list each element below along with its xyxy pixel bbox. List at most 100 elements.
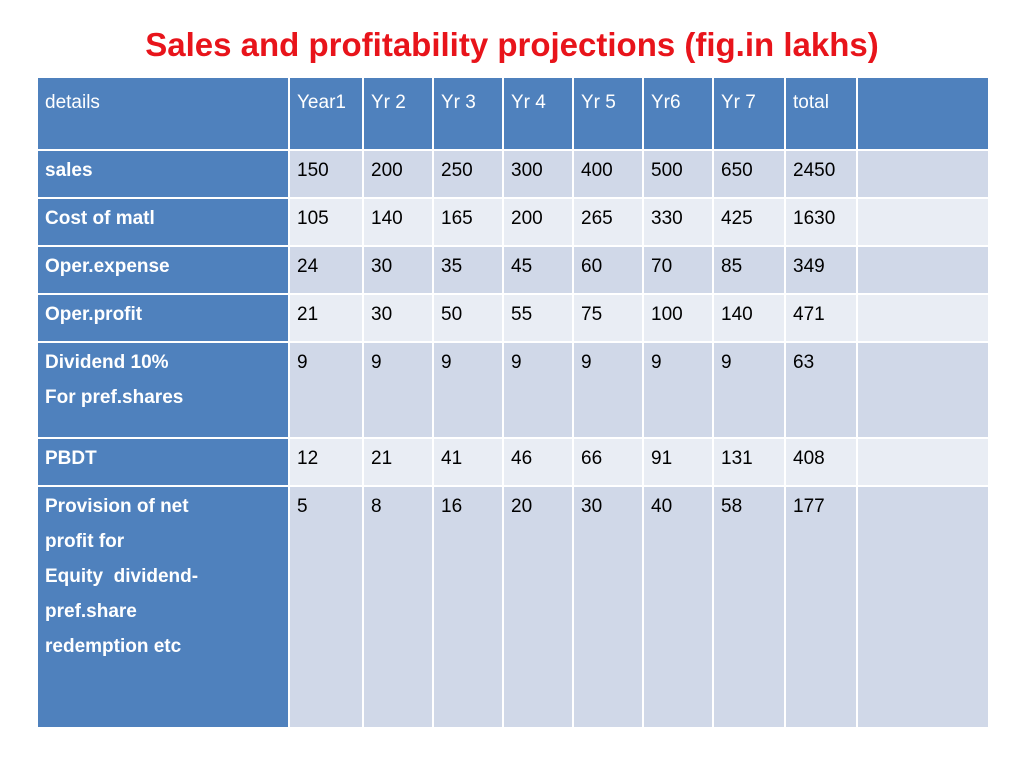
row-label-line: Equity dividend- <box>45 566 199 587</box>
table-cell: 55 <box>502 293 574 343</box>
table-row-sales: sales 150 200 250 300 400 500 650 2450 <box>36 149 990 199</box>
table-cell: 21 <box>362 437 434 487</box>
table-cell: 9 <box>288 341 364 439</box>
row-label-line: Oper.profit <box>45 304 143 325</box>
table-cell: 165 <box>432 197 504 247</box>
table-cell: 140 <box>712 293 786 343</box>
column-header-total: total <box>784 76 858 151</box>
table-cell: 9 <box>712 341 786 439</box>
table-cell: 75 <box>572 293 644 343</box>
row-label-line: profit for <box>45 531 125 552</box>
row-label-line: Oper.expense <box>45 256 170 277</box>
table-row-oper-expense: Oper.expense 24 30 35 45 60 70 85 349 <box>36 245 990 295</box>
table-cell: 20 <box>502 485 574 729</box>
table-cell: 150 <box>288 149 364 199</box>
table-cell-total: 408 <box>784 437 858 487</box>
table-cell: 70 <box>642 245 714 295</box>
row-label-line: PBDT <box>45 448 97 469</box>
column-header-details: details <box>36 76 290 151</box>
column-header-yr3: Yr 3 <box>432 76 504 151</box>
column-header-yr5: Yr 5 <box>572 76 644 151</box>
table-cell: 9 <box>642 341 714 439</box>
table-cell: 12 <box>288 437 364 487</box>
table-cell-blank <box>856 341 990 439</box>
column-header-yr4: Yr 4 <box>502 76 574 151</box>
row-label-line: For pref.shares <box>45 387 184 408</box>
table-cell: 45 <box>502 245 574 295</box>
table-cell: 330 <box>642 197 714 247</box>
table-cell-blank <box>856 197 990 247</box>
table-cell: 105 <box>288 197 364 247</box>
table-cell: 50 <box>432 293 504 343</box>
table-cell: 35 <box>432 245 504 295</box>
row-label: Provision of net profit for Equity divid… <box>36 485 290 729</box>
table-cell: 9 <box>432 341 504 439</box>
table-cell: 30 <box>572 485 644 729</box>
table-cell: 425 <box>712 197 786 247</box>
projections-table: details Year1 Yr 2 Yr 3 Yr 4 Yr 5 Yr6 Yr… <box>36 76 990 729</box>
table-cell: 650 <box>712 149 786 199</box>
row-label-line: pref.share <box>45 601 137 622</box>
row-label-line: Provision of net <box>45 496 189 517</box>
column-header-yr6: Yr6 <box>642 76 714 151</box>
table-cell: 250 <box>432 149 504 199</box>
table-cell: 131 <box>712 437 786 487</box>
table-row-cost-of-matl: Cost of matl 105 140 165 200 265 330 425… <box>36 197 990 247</box>
slide-title: Sales and profitability projections (fig… <box>145 26 879 63</box>
table-row-oper-profit: Oper.profit 21 30 50 55 75 100 140 471 <box>36 293 990 343</box>
table-cell: 9 <box>572 341 644 439</box>
table-cell: 5 <box>288 485 364 729</box>
table-cell: 30 <box>362 293 434 343</box>
row-label-line: redemption etc <box>45 636 182 657</box>
table-row-provision: Provision of net profit for Equity divid… <box>36 485 990 729</box>
row-label-line: sales <box>45 160 93 181</box>
table-cell: 66 <box>572 437 644 487</box>
table-cell: 400 <box>572 149 644 199</box>
table-cell: 100 <box>642 293 714 343</box>
table-cell: 140 <box>362 197 434 247</box>
table-cell-total: 471 <box>784 293 858 343</box>
row-label: sales <box>36 149 290 199</box>
table-cell-blank <box>856 485 990 729</box>
table-cell-blank <box>856 149 990 199</box>
table-cell: 46 <box>502 437 574 487</box>
table-cell: 9 <box>502 341 574 439</box>
table-cell-total: 2450 <box>784 149 858 199</box>
table-cell: 24 <box>288 245 364 295</box>
table-cell: 91 <box>642 437 714 487</box>
table-cell: 8 <box>362 485 434 729</box>
row-label-line: Dividend 10% <box>45 352 169 373</box>
table-cell: 58 <box>712 485 786 729</box>
table-cell-total: 177 <box>784 485 858 729</box>
row-label-line: Cost of matl <box>45 208 155 229</box>
table-cell: 300 <box>502 149 574 199</box>
table-cell: 200 <box>502 197 574 247</box>
column-header-year1: Year1 <box>288 76 364 151</box>
table-cell: 200 <box>362 149 434 199</box>
row-label: Dividend 10% For pref.shares <box>36 341 290 439</box>
table-cell: 16 <box>432 485 504 729</box>
table-row-pbdt: PBDT 12 21 41 46 66 91 131 408 <box>36 437 990 487</box>
row-label: Oper.profit <box>36 293 290 343</box>
table-cell: 30 <box>362 245 434 295</box>
table-cell-blank <box>856 293 990 343</box>
table-cell: 500 <box>642 149 714 199</box>
column-header-yr7: Yr 7 <box>712 76 786 151</box>
table-cell-total: 63 <box>784 341 858 439</box>
row-label: PBDT <box>36 437 290 487</box>
row-label: Cost of matl <box>36 197 290 247</box>
table-cell-total: 1630 <box>784 197 858 247</box>
column-header-yr2: Yr 2 <box>362 76 434 151</box>
table-cell: 40 <box>642 485 714 729</box>
table-cell: 60 <box>572 245 644 295</box>
header-row: details Year1 Yr 2 Yr 3 Yr 4 Yr 5 Yr6 Yr… <box>36 76 990 151</box>
column-header-blank <box>856 76 990 151</box>
table-cell-total: 349 <box>784 245 858 295</box>
table-cell: 265 <box>572 197 644 247</box>
table-cell-blank <box>856 437 990 487</box>
table-cell: 21 <box>288 293 364 343</box>
table-cell: 41 <box>432 437 504 487</box>
table-cell: 85 <box>712 245 786 295</box>
table-cell-blank <box>856 245 990 295</box>
table-cell: 9 <box>362 341 434 439</box>
